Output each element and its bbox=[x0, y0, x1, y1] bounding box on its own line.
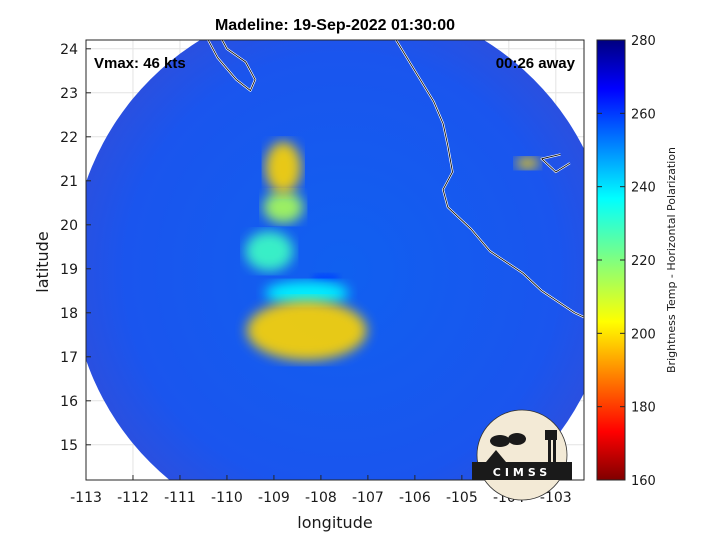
x-tick-label: -110 bbox=[211, 490, 243, 506]
swath-image bbox=[86, 40, 584, 480]
vmax-annotation: Vmax: 46 kts bbox=[94, 55, 186, 72]
feature-spiral-band-west bbox=[245, 231, 294, 272]
y-tick-label: 23 bbox=[60, 86, 78, 102]
x-tick-label: -107 bbox=[352, 490, 384, 506]
y-tick-label: 22 bbox=[60, 130, 78, 146]
colorbar-tick-label: 180 bbox=[631, 401, 656, 416]
feature-southern-shield bbox=[246, 300, 367, 361]
logo-text: CIMSS bbox=[493, 466, 551, 479]
x-axis-label: longitude bbox=[297, 513, 372, 532]
colorbar-tick-label: 260 bbox=[631, 107, 656, 122]
x-tick-label: -108 bbox=[305, 490, 337, 506]
y-axis: 15 16 17 18 19 20 21 22 23 24 bbox=[60, 42, 91, 454]
feature-land-hotspot bbox=[515, 157, 540, 170]
y-tick-label: 18 bbox=[60, 306, 78, 322]
feature-core-band bbox=[264, 281, 349, 305]
feature-northern-fringe bbox=[265, 141, 302, 194]
y-tick-label: 17 bbox=[60, 350, 78, 366]
y-tick-label: 15 bbox=[60, 438, 78, 454]
feature-spiral-band-north bbox=[263, 191, 304, 224]
x-tick-label: -112 bbox=[117, 490, 149, 506]
colorbar-tick-label: 280 bbox=[631, 34, 656, 49]
x-tick-label: -106 bbox=[399, 490, 431, 506]
swath-disk bbox=[86, 40, 584, 480]
x-tick-label: -111 bbox=[164, 490, 196, 506]
colorbar-tick-label: 240 bbox=[631, 181, 656, 196]
colorbar-tick-label: 200 bbox=[631, 327, 656, 342]
y-tick-label: 19 bbox=[60, 262, 78, 278]
y-tick-label: 24 bbox=[60, 42, 78, 58]
colorbar-label: Brightness Temp - Horizontal Polarizatio… bbox=[665, 147, 678, 373]
plot-frame bbox=[85, 39, 585, 481]
feature-inner-core bbox=[311, 273, 340, 282]
colorbar-tick-label: 160 bbox=[631, 474, 656, 489]
y-tick-label: 21 bbox=[60, 174, 78, 190]
x-tick-label: -105 bbox=[446, 490, 478, 506]
cimss-logo: CIMSS bbox=[472, 409, 572, 501]
chart-title: Madeline: 19-Sep-2022 01:30:00 bbox=[215, 17, 455, 34]
x-tick-label: -103 bbox=[540, 490, 572, 506]
y-axis-label: latitude bbox=[33, 231, 52, 292]
x-tick-label: -109 bbox=[258, 490, 290, 506]
y-tick-label: 20 bbox=[60, 218, 78, 234]
colorbar-ticks: 160 180 200 220 240 260 280 bbox=[597, 34, 656, 489]
x-tick-label: -113 bbox=[70, 490, 102, 506]
time-away-annotation: 00:26 away bbox=[496, 55, 576, 72]
y-tick-label: 16 bbox=[60, 394, 78, 410]
colorbar-tick-label: 220 bbox=[631, 254, 656, 269]
